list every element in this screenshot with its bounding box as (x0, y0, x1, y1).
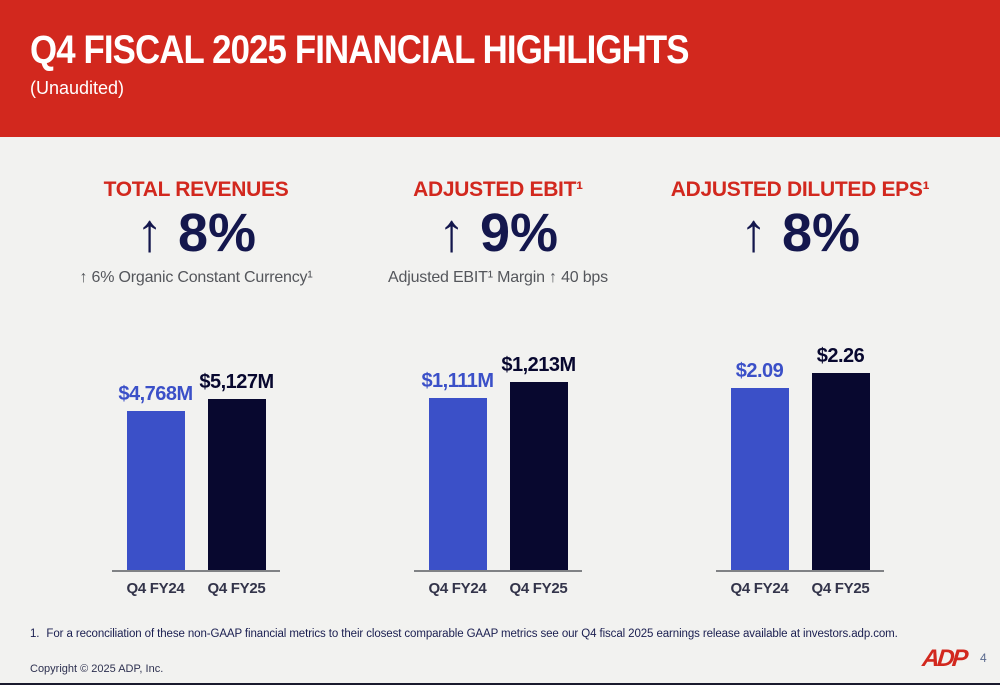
metric-title: ADJUSTED DILUTED EPS¹ (670, 178, 930, 201)
x-axis-tick-label: Q4 FY25 (811, 580, 870, 597)
metric-subtitle: Adjusted EBIT¹ Margin ↑ 40 bps (388, 268, 608, 286)
bar-group: $1,213M (501, 354, 576, 570)
x-axis-tick-labels: Q4 FY24 Q4 FY25 (650, 580, 950, 597)
x-axis-tick-label: Q4 FY25 (509, 580, 568, 597)
bar-group: $5,127M (199, 371, 274, 570)
bar (509, 382, 568, 570)
bar-group: $1,111M (421, 370, 494, 570)
metric-subtitle: ↑ 6% Organic Constant Currency¹ (79, 268, 313, 286)
bar-value-label: $1,213M (501, 354, 576, 376)
bar-group: $2.26 (811, 345, 870, 570)
chart-bars: $4,768M $5,127M (46, 370, 346, 570)
bar (126, 411, 185, 570)
metric-section-total-revenues: TOTAL REVENUES ↑ 8% ↑ 6% Organic Constan… (46, 178, 346, 287)
chart-bars: $1,111M $1,213M (348, 354, 648, 570)
footnote-text: For a reconciliation of these non-GAAP f… (46, 628, 898, 640)
bar-value-label: $1,111M (421, 370, 494, 392)
bar-chart-adjusted-ebit: $1,111M $1,213M Q4 FY24 Q4 FY25 (348, 354, 648, 600)
metric-stat-growth: ↑ 8% (135, 203, 257, 263)
bar (811, 373, 870, 570)
x-axis-tick-labels: Q4 FY24 Q4 FY25 (46, 580, 346, 597)
bar-chart-total-revenues: $4,768M $5,127M Q4 FY24 Q4 FY25 (46, 370, 346, 600)
bar (428, 398, 487, 570)
x-axis-tick-label: Q4 FY25 (207, 580, 266, 597)
bar-value-label: $2.09 (735, 360, 784, 382)
x-axis-line (414, 570, 582, 572)
slide-subtitle: (Unaudited) (30, 78, 125, 98)
x-axis-tick-labels: Q4 FY24 Q4 FY25 (348, 580, 648, 597)
bar-group: $4,768M (118, 383, 193, 570)
metric-stat-growth: ↑ 8% (739, 203, 861, 263)
footnote: 1. For a reconciliation of these non-GAAP… (30, 628, 970, 640)
copyright-text: Copyright © 2025 ADP, Inc. (30, 663, 164, 675)
bar-value-label: $2.26 (816, 345, 865, 367)
header-band: Q4 FISCAL 2025 FINANCIAL HIGHLIGHTS (Una… (0, 0, 1000, 137)
bar-value-label: $4,768M (118, 383, 193, 405)
metric-section-adjusted-diluted-eps: ADJUSTED DILUTED EPS¹ ↑ 8% (650, 178, 950, 269)
x-axis-tick-label: Q4 FY24 (730, 580, 789, 597)
slide-title: Q4 FISCAL 2025 FINANCIAL HIGHLIGHTS (30, 28, 689, 72)
metric-title: ADJUSTED EBIT¹ (413, 178, 583, 201)
x-axis-tick-label: Q4 FY24 (428, 580, 487, 597)
x-axis-tick-label: Q4 FY24 (126, 580, 185, 597)
bar-value-label: $5,127M (199, 371, 274, 393)
metric-stat-growth: ↑ 9% (437, 203, 559, 263)
bar-chart-adjusted-diluted-eps: $2.09 $2.26 Q4 FY24 Q4 FY25 (650, 345, 950, 600)
metric-title: TOTAL REVENUES (103, 178, 289, 201)
bar (207, 399, 266, 570)
footnote-marker: 1. (30, 628, 40, 640)
bar-group: $2.09 (730, 360, 789, 570)
x-axis-line (112, 570, 280, 572)
page-number: 4 (980, 651, 987, 665)
adp-logo: ADP (921, 645, 968, 672)
x-axis-line (716, 570, 884, 572)
slide-bottom-edge (0, 683, 1000, 685)
chart-bars: $2.09 $2.26 (650, 345, 950, 570)
bar (730, 388, 789, 570)
metric-section-adjusted-ebit: ADJUSTED EBIT¹ ↑ 9% Adjusted EBIT¹ Margi… (348, 178, 648, 287)
